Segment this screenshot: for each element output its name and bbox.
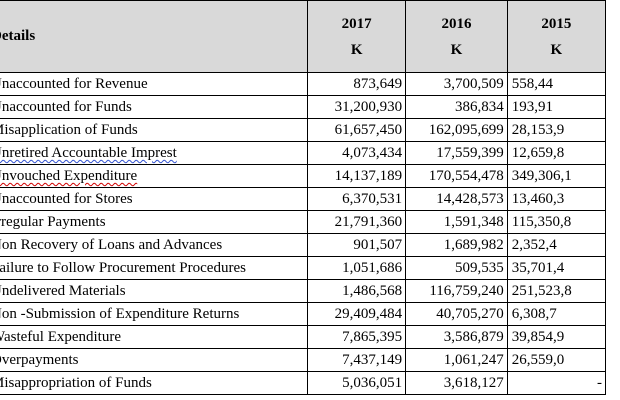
value-2015: 35,701,4 (506, 256, 607, 280)
value-2017: 31,200,930 (307, 95, 407, 119)
value-2016: 1,591,348 (405, 210, 508, 234)
table-row: Wasteful Expenditure 7,865,395 3,586,879… (0, 325, 607, 349)
details-header: Details (0, 0, 309, 73)
value-2016: 14,428,573 (405, 187, 508, 211)
value-2017: 1,486,568 (307, 279, 407, 303)
table-row: Unvouched Expenditure 14,137,189 170,554… (0, 164, 607, 188)
value-2016: 170,554,478 (405, 164, 508, 188)
value-2016: 3,586,879 (405, 325, 508, 349)
row-label: Unretired Accountable Imprest (0, 141, 309, 165)
value-2015: 26,559,0 (506, 348, 607, 372)
value-2016: 3,700,509 (405, 72, 508, 96)
value-2016: 509,535 (405, 256, 508, 280)
value-2015: 39,854,9 (506, 325, 607, 349)
table-row: Non -Submission of Expenditure Returns 2… (0, 302, 607, 326)
unit-label: K (350, 41, 363, 58)
row-label: Failure to Follow Procurement Procedures (0, 256, 309, 280)
value-2015: - (506, 371, 607, 395)
year-label: 2016 (441, 15, 472, 32)
row-label: Non Recovery of Loans and Advances (0, 233, 309, 257)
value-2016: 116,759,240 (405, 279, 508, 303)
value-2015: 558,44 (506, 72, 607, 96)
row-label: Undelivered Materials (0, 279, 309, 303)
irregularities-table: Details 2017 K 2016 K 2015 K Unaccounted… (0, 0, 607, 395)
table-row: Misapplication of Funds 61,657,450 162,0… (0, 118, 607, 142)
unit-label: K (550, 41, 563, 58)
value-2015: 349,306,1 (506, 164, 607, 188)
value-2015: 2,352,4 (506, 233, 607, 257)
table-row: Irregular Payments 21,791,360 1,591,348 … (0, 210, 607, 234)
year-label: 2015 (541, 15, 572, 32)
row-label: Misappropriation of Funds (0, 371, 309, 395)
row-label-text: Unretired Accountable Imprest (0, 145, 177, 161)
row-label: Irregular Payments (0, 210, 309, 234)
value-2015: 193,91 (506, 95, 607, 119)
table-row: Unaccounted for Stores 6,370,531 14,428,… (0, 187, 607, 211)
value-2017: 5,036,051 (307, 371, 407, 395)
value-2016: 40,705,270 (405, 302, 508, 326)
header-row: Details 2017 K 2016 K 2015 K (0, 0, 607, 73)
year-2016-header: 2016 K (405, 0, 508, 73)
value-2016: 162,095,699 (405, 118, 508, 142)
value-2016: 17,559,399 (405, 141, 508, 165)
row-label-text: Unvouched Expenditure (0, 168, 138, 184)
value-2015: 12,659,8 (506, 141, 607, 165)
year-2017-header: 2017 K (307, 0, 407, 73)
value-2017: 901,507 (307, 233, 407, 257)
value-2016: 1,061,247 (405, 348, 508, 372)
value-2017: 21,791,360 (307, 210, 407, 234)
table-row: Misappropriation of Funds 5,036,051 3,61… (0, 371, 607, 395)
value-2016: 1,689,982 (405, 233, 508, 257)
table-row: Unaccounted for Revenue 873,649 3,700,50… (0, 72, 607, 96)
table-row: Undelivered Materials 1,486,568 116,759,… (0, 279, 607, 303)
year-label: 2017 (341, 15, 372, 32)
table-row: Overpayments 7,437,149 1,061,247 26,559,… (0, 348, 607, 372)
value-2017: 61,657,450 (307, 118, 407, 142)
row-label: Overpayments (0, 348, 309, 372)
row-label: Non -Submission of Expenditure Returns (0, 302, 309, 326)
value-2015: 6,308,7 (506, 302, 607, 326)
value-2015: 13,460,3 (506, 187, 607, 211)
table-row: Unaccounted for Funds 31,200,930 386,834… (0, 95, 607, 119)
value-2015: 251,523,8 (506, 279, 607, 303)
row-label: Misapplication of Funds (0, 118, 309, 142)
row-label: Unaccounted for Stores (0, 187, 309, 211)
value-2017: 7,865,395 (307, 325, 407, 349)
table-row: Non Recovery of Loans and Advances 901,5… (0, 233, 607, 257)
row-label: Wasteful Expenditure (0, 325, 309, 349)
row-label: Unaccounted for Revenue (0, 72, 309, 96)
value-2017: 873,649 (307, 72, 407, 96)
value-2016: 3,618,127 (405, 371, 508, 395)
unit-label: K (450, 41, 463, 58)
year-2015-header: 2015 K (506, 0, 607, 73)
row-label: Unvouched Expenditure (0, 164, 309, 188)
value-2017: 1,051,686 (307, 256, 407, 280)
value-2017: 6,370,531 (307, 187, 407, 211)
row-label: Unaccounted for Funds (0, 95, 309, 119)
table-row: Unretired Accountable Imprest 4,073,434 … (0, 141, 607, 165)
value-2017: 29,409,484 (307, 302, 407, 326)
value-2017: 4,073,434 (307, 141, 407, 165)
table-row: Failure to Follow Procurement Procedures… (0, 256, 607, 280)
value-2015: 115,350,8 (506, 210, 607, 234)
value-2017: 7,437,149 (307, 348, 407, 372)
value-2016: 386,834 (405, 95, 508, 119)
value-2017: 14,137,189 (307, 164, 407, 188)
value-2015: 28,153,9 (506, 118, 607, 142)
